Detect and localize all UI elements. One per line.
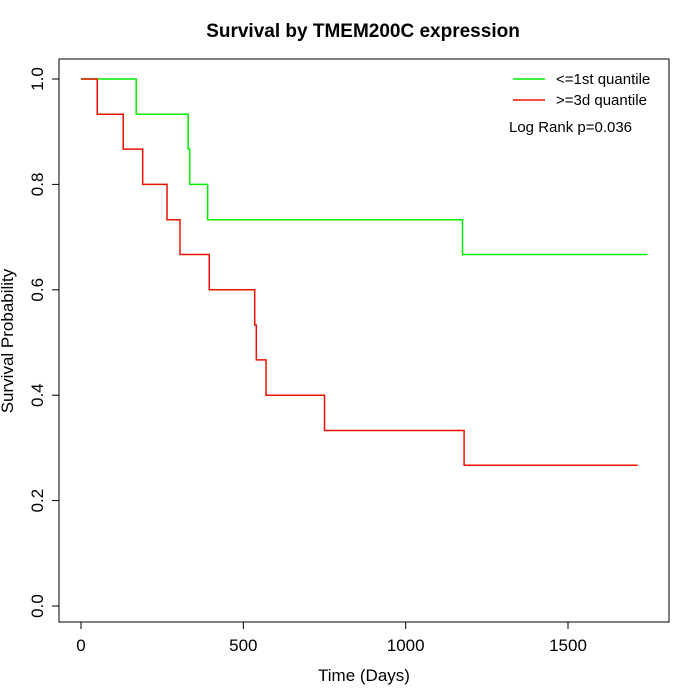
log-rank-annotation: Log Rank p=0.036 xyxy=(509,119,632,136)
x-tick-label: 1500 xyxy=(549,636,587,655)
series-layer xyxy=(81,78,648,467)
legend-label-1: <=1st quantile xyxy=(556,71,650,88)
y-axis: 0.0 0.2 0.4 0.6 0.8 1.0 xyxy=(28,67,60,618)
legend: <=1st quantile >=3d quantile xyxy=(513,71,650,109)
y-tick-label: 0.6 xyxy=(28,278,47,302)
y-tick-label: 0.8 xyxy=(28,173,47,197)
y-tick-label: 0.2 xyxy=(28,489,47,513)
y-tick-label: 0.4 xyxy=(28,383,47,407)
x-tick-label: 0 xyxy=(76,636,85,655)
x-axis-label: Time (Days) xyxy=(318,666,410,685)
y-tick-label: 0.0 xyxy=(28,594,47,618)
y-tick-label: 1.0 xyxy=(28,67,47,91)
legend-label-2: >=3d quantile xyxy=(556,92,647,109)
chart-title: Survival by TMEM200C expression xyxy=(206,21,520,42)
series-line-1 xyxy=(81,78,648,256)
plot-frame xyxy=(58,58,670,623)
y-axis-label: Survival Probability xyxy=(0,268,17,413)
x-tick-label: 500 xyxy=(229,636,257,655)
x-axis: 0 500 1000 1500 xyxy=(76,621,587,655)
series-line-2 xyxy=(81,78,638,467)
x-tick-label: 1000 xyxy=(387,636,425,655)
